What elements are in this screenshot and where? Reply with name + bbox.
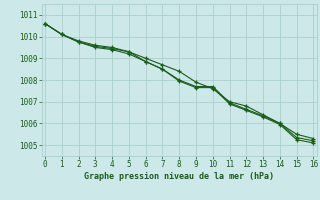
X-axis label: Graphe pression niveau de la mer (hPa): Graphe pression niveau de la mer (hPa) <box>84 172 274 181</box>
